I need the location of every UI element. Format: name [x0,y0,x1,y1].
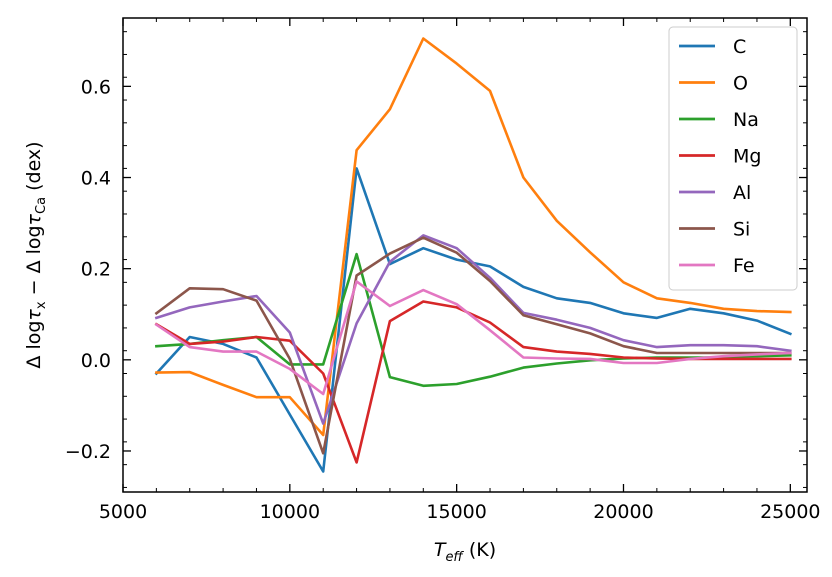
series-line-al [154,234,792,425]
series-lines [154,37,792,473]
legend: CO Na Mg Al Si Fe [668,26,798,291]
x-tick-label: 10000 [260,501,320,523]
series-line-fe [154,280,792,396]
series-line-mg [154,300,792,464]
x-axis-label: Teff (K) [434,539,496,565]
y-tick-label: 0.6 [81,76,111,98]
series-line-na [155,252,792,388]
y-tick-label: 0.0 [81,350,111,372]
x-tick-label: 15000 [426,501,486,523]
legend-label-o: O [733,73,748,95]
y-tick-label: −0.2 [65,441,111,463]
y-tick-labels: −0.2 0.0 0.2 0.4 0.6 [65,76,111,463]
x-tick-label: 25000 [760,501,820,523]
legend-label-fe: Fe [733,255,755,277]
legend-label-si: Si [733,219,750,241]
legend-entries: CO Na Mg Al Si Fe [679,36,761,277]
legend-label-mg: Mg [733,146,761,168]
legend-label-al: Al [733,182,751,204]
y-tick-label: 0.2 [81,259,111,281]
legend-label-c: C [733,36,746,58]
y-tick-label: 0.4 [81,168,111,190]
x-tick-label: 20000 [593,501,653,523]
plot-frame [122,17,808,493]
x-tick-labels: 5000 10000 15000 20000 25000 [99,501,821,523]
legend-label-na: Na [733,109,759,131]
x-tick-label: 5000 [99,501,147,523]
y-axis-label: Δ logτx − Δ logτCa (dex) [23,141,49,368]
legend-box [668,26,798,291]
series-line-o [155,37,792,437]
series-line-si [154,236,792,455]
